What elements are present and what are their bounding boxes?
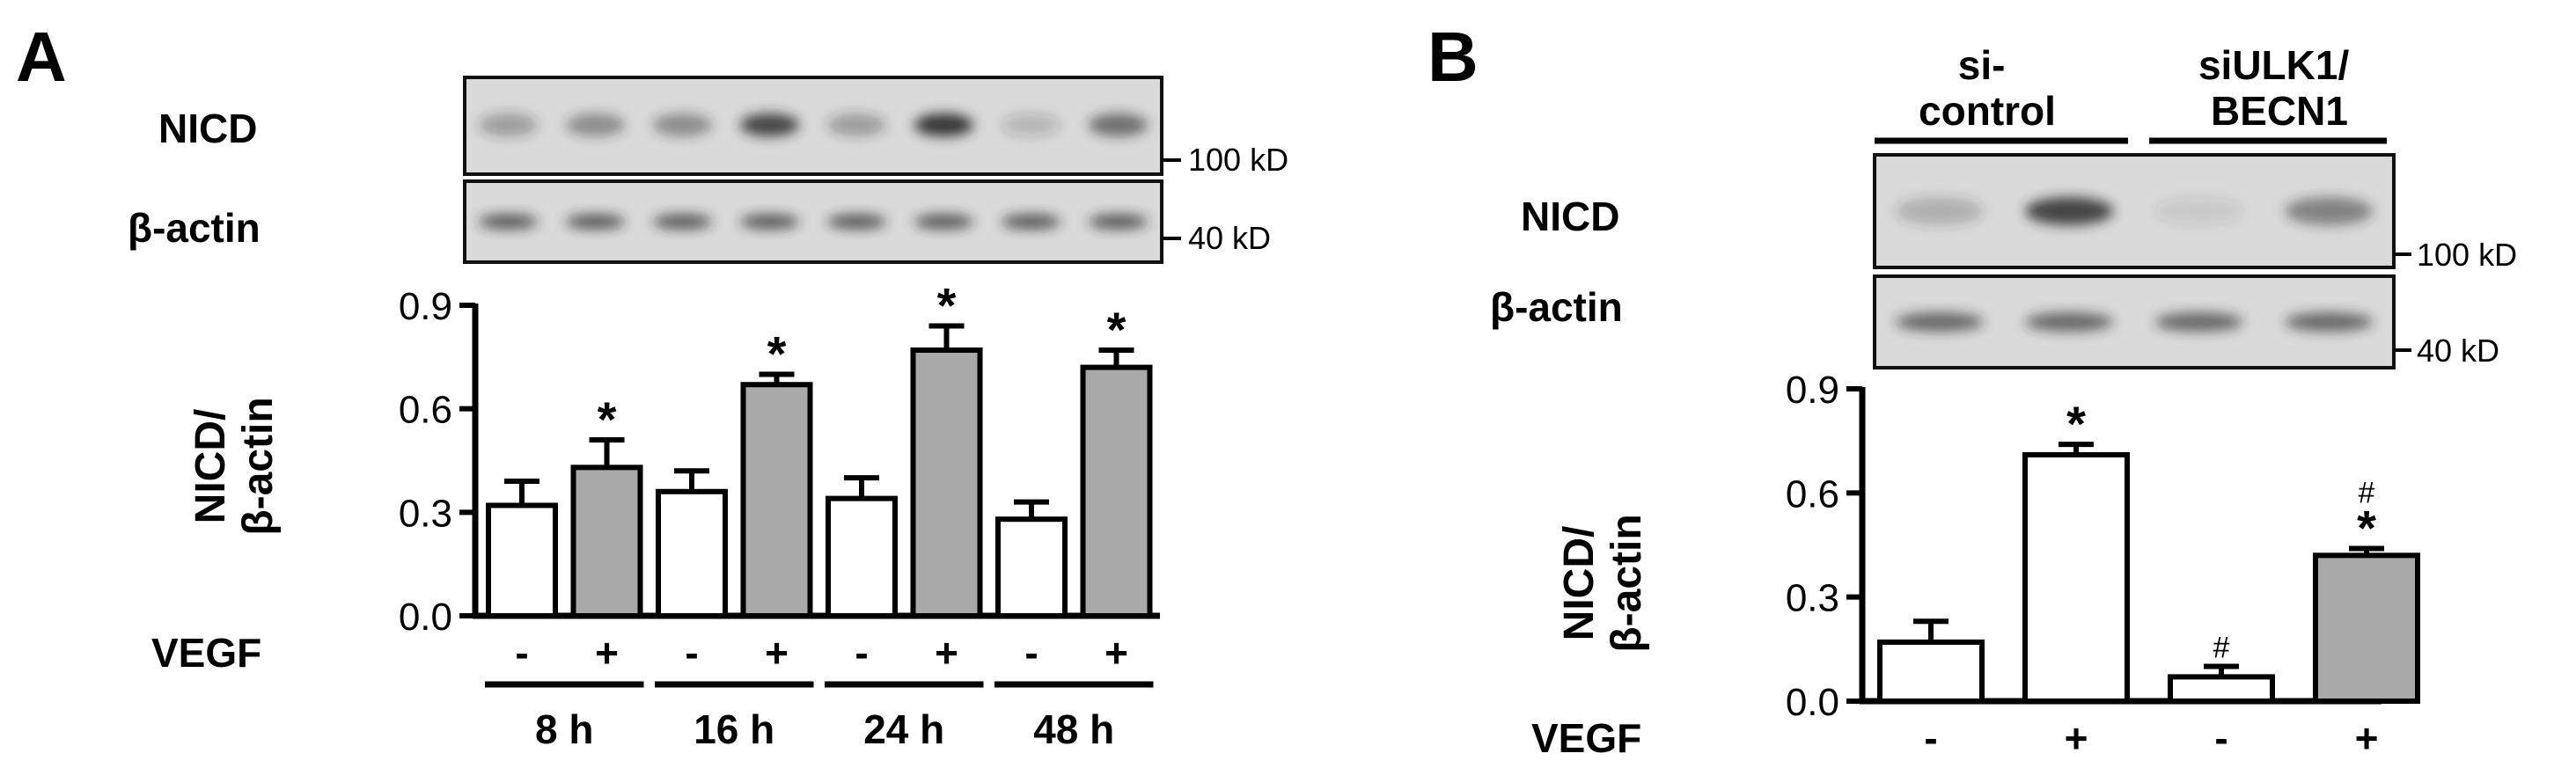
- panel-b-hash-3: #: [2359, 476, 2375, 509]
- panel-a-nicd-band-6: [1001, 113, 1061, 136]
- panel-a-actin-band-6: [1001, 214, 1061, 230]
- panel-a-nicd-band-2: [652, 113, 713, 136]
- panel-a-nicd-band-3: [739, 113, 800, 136]
- panel-a-star-1: *: [598, 391, 617, 447]
- panel-a-bar-0: [486, 502, 558, 618]
- panel-b-nicd-band-3: [2285, 197, 2374, 225]
- panel-a-category-0: -: [515, 630, 528, 676]
- panel-b-actin-marker: 40 kD: [2417, 333, 2499, 369]
- panel-b-bar-2: [2168, 674, 2275, 705]
- panel-a-category-5: +: [935, 630, 958, 676]
- panel-a-group-label-1: 16 h: [694, 706, 774, 752]
- panel-a-nicd-band-5: [914, 113, 974, 136]
- panel-b-category-3: +: [2355, 715, 2379, 761]
- panel-b-actin-band-0: [1895, 312, 1984, 332]
- panel-b-star-3: *: [2357, 500, 2376, 555]
- panel-a-y-tick-label-1: 0.3: [399, 492, 452, 535]
- panel-a-star-3: *: [767, 325, 787, 381]
- panel-b-actin-label: β-actin: [1490, 284, 1623, 330]
- panel-a-nicd-label: NICD: [158, 106, 257, 151]
- panel-a-group-label-2: 24 h: [863, 706, 944, 752]
- panel-a-category-1: +: [595, 630, 619, 676]
- panel-a-bar-5: [910, 347, 983, 618]
- panel-a-bar-4: [826, 495, 898, 619]
- panel-a-bar-2: [656, 488, 728, 618]
- panel-a-bar-3: [740, 382, 813, 618]
- panel-a-category-7: +: [1105, 630, 1128, 676]
- panel-a-actin-band-5: [914, 214, 974, 230]
- panel-a-nicd-band-4: [826, 113, 887, 136]
- panel-a-actin-band-4: [826, 214, 887, 230]
- panel-b-nicd-marker: 100 kD: [2417, 237, 2517, 273]
- panel-a-actin-band-2: [652, 214, 713, 230]
- panel-a-category-6: -: [1024, 630, 1038, 676]
- panel-a-bar-1: [570, 464, 643, 618]
- panel-a-nicd-marker: 100 kD: [1188, 142, 1288, 178]
- panel-a-label: A: [16, 18, 67, 96]
- panel-b-actin-band-1: [2025, 312, 2114, 332]
- panel-b-category-0: -: [1924, 715, 1937, 761]
- panel-b-y-tick-label-0: 0.0: [1786, 681, 1839, 724]
- panel-a-actin-band-0: [478, 214, 539, 230]
- panel-a-actin-band-7: [1088, 214, 1149, 230]
- panel-a-group-label-0: 8 h: [535, 706, 593, 752]
- panel-a-bar-6: [995, 516, 1068, 619]
- panel-b-label: B: [1427, 18, 1479, 96]
- panel-b-y-tick-label-1: 0.3: [1786, 577, 1839, 620]
- panel-a-y-axis-label: NICD/β-actin: [187, 397, 282, 535]
- panel-a-actin-label: β-actin: [128, 205, 261, 251]
- panel-b-y-tick-label-2: 0.6: [1786, 472, 1839, 516]
- panel-a-nicd-band-1: [565, 113, 626, 136]
- panel-a-actin-band-3: [739, 214, 800, 230]
- panel-b-actin-band-3: [2285, 312, 2374, 332]
- panel-a-group-label-3: 48 h: [1033, 706, 1114, 752]
- panel-a-actin-band-1: [565, 214, 626, 230]
- panel-a-chart: 0.0 0.3 0.6 0.9 NICD/β-actin - * + - * + - * + - * + VEGF…: [151, 278, 1160, 752]
- panel-b-bar-3: [2313, 552, 2420, 704]
- panel-b-group-si-control: si- control: [1919, 42, 2056, 134]
- panel-a-bar-7: [1080, 364, 1153, 618]
- panel-b-nicd-label: NICD: [1521, 194, 1619, 239]
- panel-b-bar-1: [2022, 451, 2130, 704]
- panel-a-y-tick-label-2: 0.6: [399, 389, 452, 432]
- panel-a-actin-bands: [478, 214, 1149, 230]
- panel-b-nicd-band-2: [2154, 197, 2243, 225]
- panel-a-category-2: -: [685, 630, 698, 676]
- panel-a-category-3: +: [765, 630, 789, 676]
- panel-b-group-siulk1-becn1: siULK1/ BECN1: [2198, 42, 2360, 134]
- panel-b-nicd-bands: [1895, 197, 2374, 225]
- panel-a-row-label: VEGF: [151, 630, 261, 676]
- panel-b-nicd-band-1: [2025, 197, 2114, 225]
- panel-a-category-4: -: [855, 630, 868, 676]
- panel-b-bar-0: [1877, 639, 1985, 705]
- panel-b-category-2: -: [2214, 715, 2227, 761]
- panel-a-nicd-band-0: [478, 113, 539, 136]
- panel-a-star-5: *: [937, 278, 957, 333]
- panel-b-actin-band-2: [2154, 312, 2243, 332]
- panel-a-star-7: *: [1107, 302, 1127, 357]
- panel-b-category-1: +: [2065, 715, 2088, 761]
- panel-b-y-tick-label-3: 0.9: [1786, 369, 1839, 412]
- panel-a-actin-marker: 40 kD: [1188, 220, 1271, 256]
- panel-b-y-axis-label: NICD/β-actin: [1556, 514, 1650, 652]
- panel-a-nicd-band-7: [1088, 113, 1149, 136]
- panel-b-actin-bands: [1895, 312, 2374, 332]
- panel-a-y-tick-label-3: 0.9: [399, 285, 452, 328]
- panel-a-y-tick-label-0: 0.0: [399, 596, 452, 639]
- panel-b-star-1: *: [2066, 396, 2086, 451]
- panel-a-nicd-bands: [478, 113, 1149, 136]
- panel-b-nicd-band-0: [1895, 197, 1984, 225]
- panel-b-row-label: VEGF: [1531, 715, 1641, 761]
- panel-b-hash-2: #: [2213, 632, 2230, 665]
